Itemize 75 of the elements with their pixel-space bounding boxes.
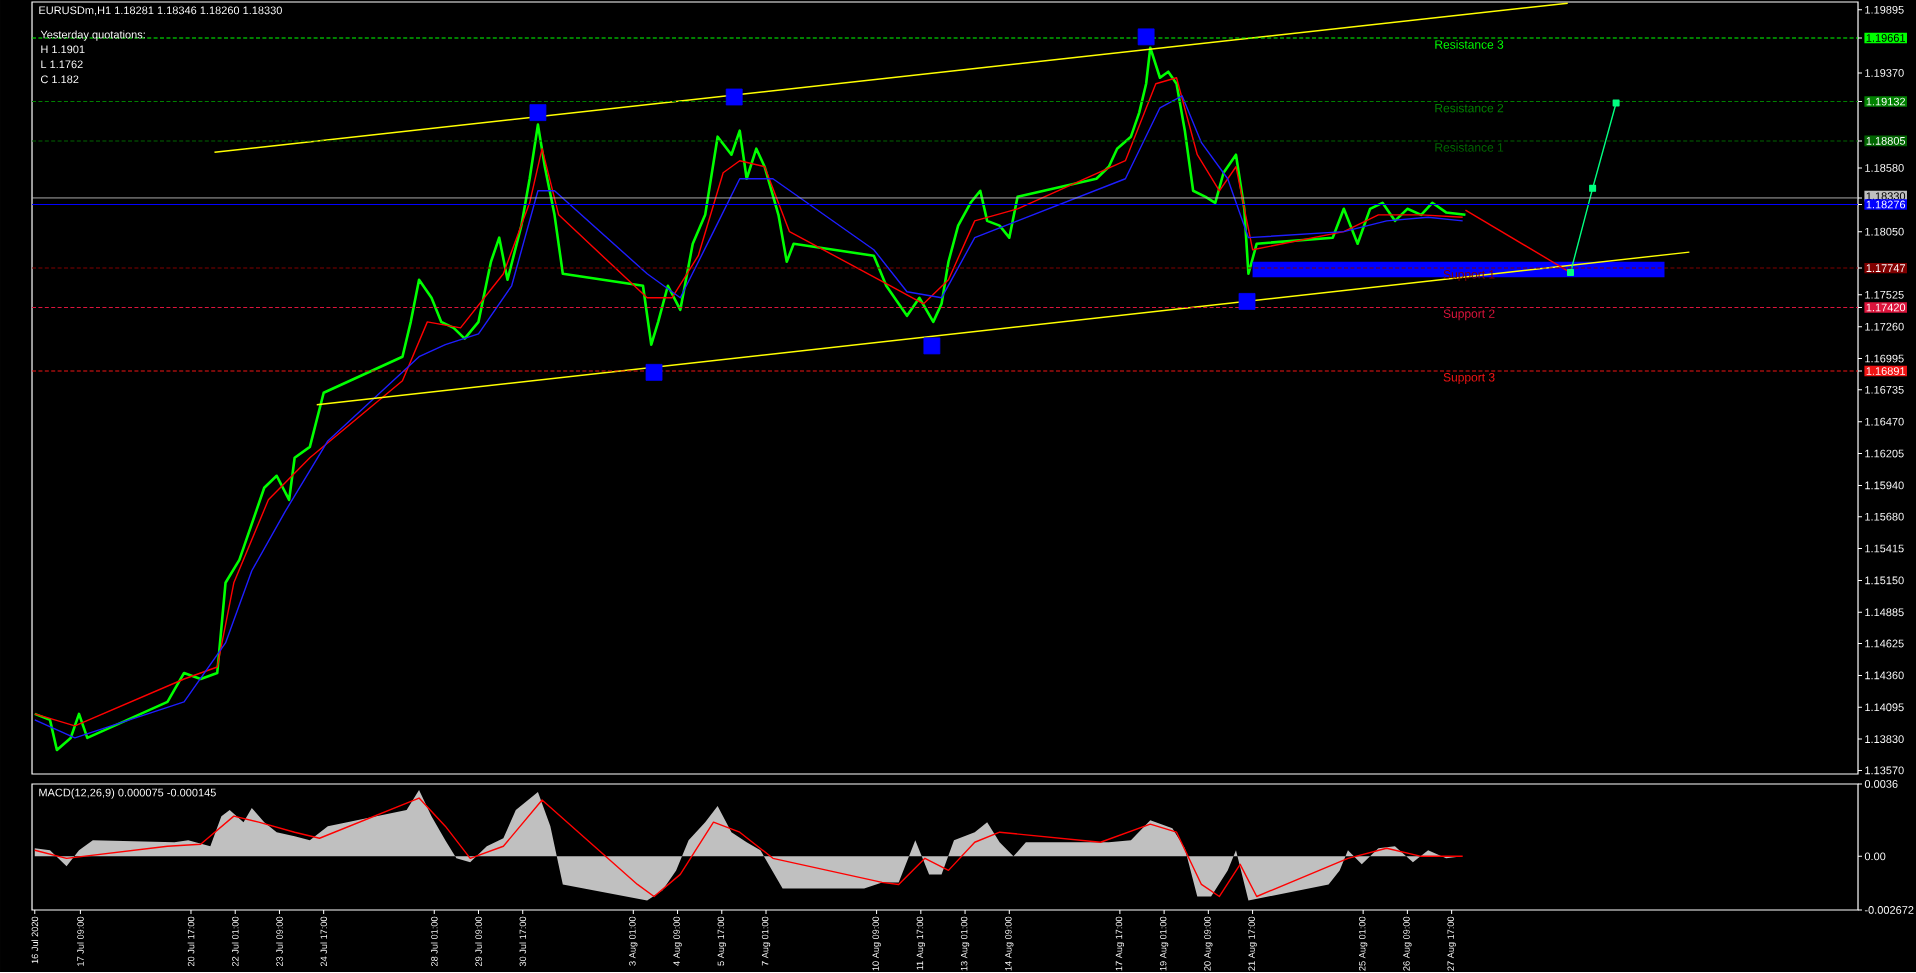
x-tick-label: 7 Aug 01:00 [761, 916, 771, 966]
x-tick-label: 13 Aug 01:00 [960, 916, 970, 971]
annotation: H 1.1901 [41, 45, 85, 54]
y-tick-label: 1.14885 [1865, 608, 1904, 617]
point [529, 104, 547, 121]
y-tick-label: 1.13830 [1865, 735, 1904, 743]
annotation: Yesterday quotations: [40, 30, 145, 41]
annotation: C 1.182 [40, 75, 79, 84]
y-tick-label: 1.19370 [1865, 68, 1904, 77]
x-tick-label: 22 Jul 01:00 [231, 916, 239, 966]
y-tick-label: 1.18580 [1865, 163, 1904, 172]
x-tick-label: 23 Jul 09:00 [276, 916, 283, 966]
point [725, 88, 743, 106]
x-tick-label: 25 Aug 01:00 [1358, 916, 1368, 971]
y-tick-label: 0.0036 [1864, 780, 1898, 788]
point [1238, 292, 1256, 310]
y-tick-label: 1.19661 [1866, 33, 1906, 42]
chart-title: EURUSDm,H1 1.18281 1.18346 1.18260 1.18330 [39, 6, 282, 16]
point [923, 337, 941, 355]
x-tick-label: 5 Aug 17:00 [717, 916, 726, 966]
x-tick-label: 17 Jul 09:00 [77, 916, 84, 966]
x-tick-label: 19 Aug 01:00 [1159, 916, 1169, 971]
y-tick-label: 1.16205 [1865, 449, 1904, 458]
y-tick-label: 1.15415 [1865, 544, 1904, 553]
y-tick-label: 0.00 [1864, 852, 1886, 861]
y-tick-label: 1.16735 [1865, 385, 1904, 394]
y-tick-label: 1.17747 [1866, 264, 1906, 272]
y-tick-label: 1.14625 [1865, 639, 1904, 648]
point [645, 363, 663, 381]
x-tick-label: 10 Aug 09:00 [872, 916, 881, 971]
ref-line-label: Support 3 [1443, 372, 1495, 384]
x-tick-label: 26 Aug 09:00 [1403, 916, 1412, 971]
x-tick-label: 28 Jul 01:00 [430, 916, 438, 966]
ref-line-label: Support 2 [1443, 309, 1495, 321]
y-tick-label: 1.16995 [1865, 354, 1904, 363]
y-tick-label: 1.17420 [1866, 303, 1906, 312]
y-tick-label: -0.002672 [1864, 906, 1914, 914]
x-tick-label: 20 Aug 09:00 [1204, 916, 1213, 971]
y-tick-label: 1.14360 [1865, 671, 1904, 680]
point [1612, 99, 1620, 107]
y-tick-label: 1.16470 [1865, 417, 1904, 426]
x-tick-label: 30 Jul 17:00 [519, 916, 527, 967]
x-tick-label: 27 Aug 17:00 [1447, 916, 1456, 971]
y-tick-label: 1.17525 [1865, 290, 1904, 299]
y-tick-label: 1.14095 [1865, 703, 1904, 712]
x-tick-label: 14 Aug 09:00 [1005, 916, 1014, 971]
y-tick-label: 1.13570 [1865, 766, 1904, 775]
y-tick-label: 1.15680 [1865, 512, 1904, 521]
ref-line-label: Resistance 3 [1435, 39, 1504, 49]
y-tick-label: 1.18330 [1866, 192, 1906, 200]
x-tick-label: 16 Jul 2020 [31, 916, 39, 964]
point [1589, 184, 1597, 192]
y-tick-label: 1.16891 [1866, 367, 1906, 375]
y-tick-label: 1.17260 [1865, 322, 1904, 331]
y-tick-label: 1.18276 [1866, 200, 1906, 209]
y-tick-label: 1.15150 [1865, 576, 1904, 585]
y-tick-label: 1.19895 [1865, 5, 1904, 14]
x-tick-label: 21 Aug 17:00 [1248, 916, 1257, 971]
x-tick-label: 20 Jul 17:00 [187, 916, 195, 966]
x-tick-label: 17 Aug 17:00 [1115, 916, 1125, 971]
x-tick-label: 3 Aug 01:00 [629, 916, 638, 966]
y-tick-label: 1.19132 [1866, 97, 1906, 106]
y-tick-label: 1.18805 [1866, 136, 1906, 145]
chart-title: MACD(12,26,9) 0.000075 -0.000145 [39, 788, 216, 799]
point [1566, 268, 1574, 276]
x-tick-label: 29 Jul 09:00 [475, 916, 482, 966]
x-tick-label: 24 Jul 17:00 [320, 916, 328, 966]
point [1137, 28, 1155, 46]
x-tick-label: 11 Aug 17:00 [916, 916, 925, 970]
ref-line-label: Resistance 2 [1435, 103, 1504, 113]
y-tick-label: 1.18050 [1865, 227, 1904, 236]
ref-line-label: Resistance 1 [1435, 142, 1504, 152]
annotation: L 1.1762 [41, 60, 83, 69]
y-tick-label: 1.15940 [1865, 481, 1904, 490]
x-tick-label: 4 Aug 09:00 [673, 916, 682, 966]
